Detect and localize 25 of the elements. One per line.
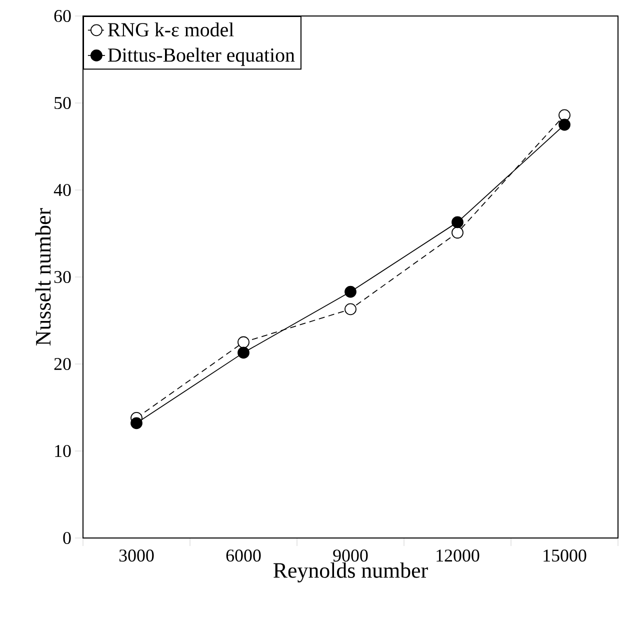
- point: [344, 286, 356, 298]
- y-axis-title: Nusselt number: [35, 208, 51, 346]
- y-tick-label: 30: [54, 270, 71, 284]
- x-tick-label: 6000: [226, 550, 261, 562]
- y-tick-label: 0: [63, 532, 71, 544]
- point: [344, 303, 356, 316]
- x-axis-title: Reynolds number: [274, 562, 428, 582]
- y-tick-label: 20: [54, 358, 71, 370]
- y-tick-label: 40: [54, 184, 71, 196]
- y-tick-label: 10: [55, 444, 71, 458]
- x-tick-label: 15000: [544, 550, 586, 562]
- x-tick-label: 12000: [436, 550, 480, 562]
- y-tick-label: 50: [54, 96, 71, 110]
- legend-label: RNG k-ε model: [108, 22, 234, 36]
- x-tick-label: 3000: [119, 550, 154, 562]
- legend-label: Dittus-Boelter equation: [108, 48, 295, 66]
- point: [130, 417, 142, 430]
- point: [558, 109, 570, 122]
- point: [452, 226, 464, 239]
- x-tick-label: 9000: [333, 550, 368, 562]
- point: [238, 336, 250, 348]
- point: [238, 346, 250, 359]
- point: [452, 216, 464, 228]
- point: [558, 118, 570, 131]
- y-tick-label: 60: [54, 10, 71, 22]
